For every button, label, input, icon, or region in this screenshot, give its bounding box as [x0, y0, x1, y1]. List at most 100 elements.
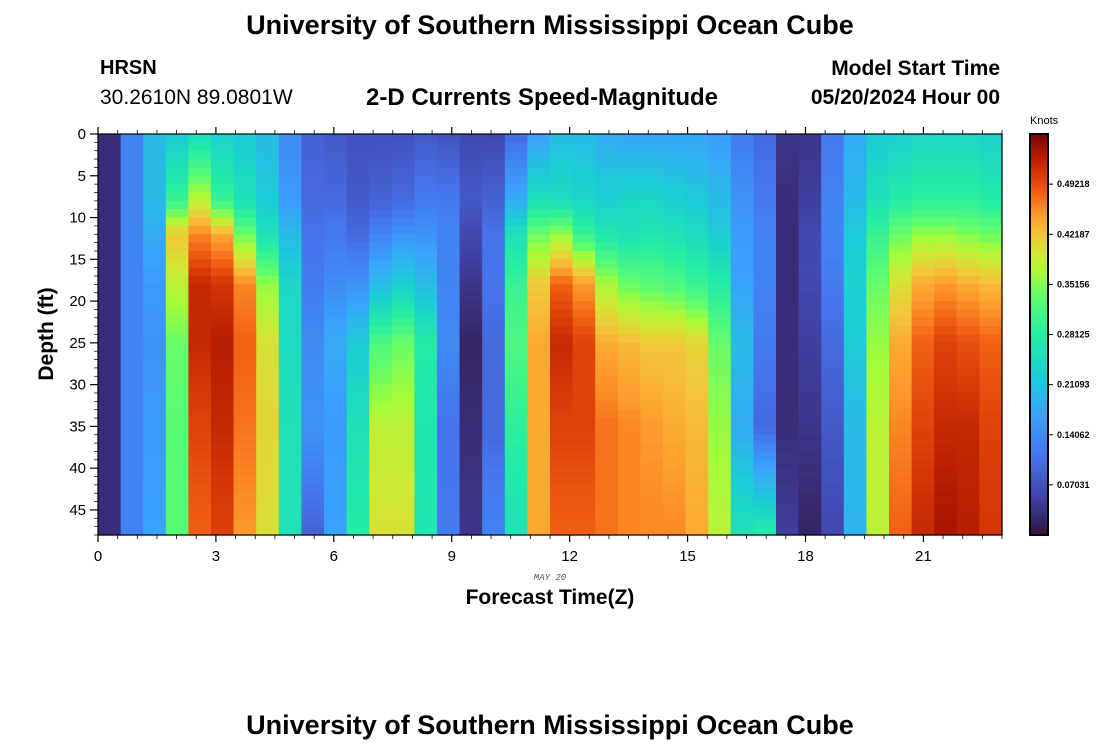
heatmap-cell — [572, 184, 596, 194]
heatmap-cell — [617, 225, 641, 235]
station-coordinates: 30.2610N 89.0801W — [100, 86, 293, 109]
heatmap-cell — [934, 351, 958, 361]
heatmap-cell — [685, 167, 709, 177]
heatmap-cell — [866, 409, 890, 419]
heatmap-cell — [640, 434, 664, 444]
heatmap-cell — [482, 267, 506, 277]
heatmap-cell — [301, 334, 325, 344]
heatmap-cell — [233, 518, 257, 528]
heatmap-cell — [550, 418, 574, 427]
heatmap-cell — [391, 484, 415, 494]
heatmap-cell — [866, 351, 890, 361]
heatmap-cell — [301, 167, 325, 177]
heatmap-cell — [346, 284, 370, 294]
heatmap-cell — [256, 409, 280, 419]
heatmap-cell — [663, 309, 687, 319]
heatmap-cell — [572, 134, 596, 143]
heatmap-cell — [369, 142, 393, 152]
heatmap-cell — [120, 409, 144, 419]
heatmap-cell — [572, 259, 596, 269]
colorbar-swatch — [1030, 210, 1048, 215]
heatmap-cell — [527, 418, 551, 427]
heatmap-cell — [866, 493, 890, 503]
heatmap-cell — [211, 367, 235, 377]
heatmap-cell — [753, 267, 777, 277]
heatmap-cell — [595, 351, 619, 361]
repeat-chart-title: University of Southern Mississippi Ocean… — [246, 710, 854, 740]
heatmap-cell — [278, 476, 302, 486]
heatmap-cell — [685, 142, 709, 152]
heatmap-cell — [369, 192, 393, 202]
heatmap-cell — [979, 259, 1003, 269]
colorbar-swatch — [1030, 394, 1048, 399]
heatmap-cell — [617, 392, 641, 402]
heatmap-cell — [301, 401, 325, 411]
heatmap-cell — [301, 451, 325, 461]
heatmap-cell — [324, 392, 348, 402]
heatmap-cell — [256, 175, 280, 185]
heatmap-cell — [911, 409, 935, 419]
colorbar-swatch — [1030, 411, 1048, 416]
heatmap-cell — [753, 142, 777, 152]
heatmap-cell — [730, 234, 754, 244]
heatmap-cell — [685, 184, 709, 194]
heatmap-cell — [640, 200, 664, 210]
heatmap-cell — [188, 159, 212, 169]
heatmap-cell — [911, 309, 935, 319]
heatmap-cell — [640, 225, 664, 235]
heatmap-cell — [437, 359, 461, 369]
heatmap-cell — [685, 509, 709, 519]
heatmap-cell — [821, 384, 845, 394]
heatmap-cell — [527, 309, 551, 319]
heatmap-cell — [866, 451, 890, 461]
heatmap-cell — [211, 418, 235, 427]
heatmap-cell — [414, 401, 438, 411]
heatmap-cell — [843, 184, 867, 194]
heatmap-cell — [391, 142, 415, 152]
date-label: MAY 20 — [534, 573, 567, 583]
heatmap-cell — [640, 267, 664, 277]
heatmap-cell — [482, 250, 506, 260]
heatmap-cell — [685, 242, 709, 252]
heatmap-cell — [730, 292, 754, 302]
heatmap-cell — [640, 250, 664, 260]
heatmap-cell — [324, 159, 348, 169]
heatmap-cell — [143, 443, 167, 453]
heatmap-cell — [821, 392, 845, 402]
heatmap-cell — [934, 418, 958, 427]
heatmap-cell — [165, 351, 189, 361]
y-tick-label: 20 — [69, 293, 86, 310]
heatmap-cell — [798, 142, 822, 152]
heatmap-cell — [911, 501, 935, 511]
heatmap-cell — [324, 334, 348, 344]
heatmap-cell — [595, 443, 619, 453]
colorbar-swatch — [1030, 220, 1048, 225]
heatmap-cell — [98, 200, 122, 210]
heatmap-cell — [889, 292, 913, 302]
heatmap-cell — [798, 242, 822, 252]
heatmap-cell — [301, 192, 325, 202]
colorbar-swatch — [1030, 247, 1048, 252]
heatmap-cell — [572, 518, 596, 528]
heatmap-cell — [821, 484, 845, 494]
heatmap-cell — [211, 209, 235, 219]
heatmap-cell — [527, 334, 551, 344]
heatmap-cell — [979, 342, 1003, 352]
heatmap-cell — [324, 326, 348, 336]
heatmap-cell — [776, 276, 800, 285]
heatmap-cell — [753, 451, 777, 461]
heatmap-cell — [459, 426, 483, 436]
heatmap-cell — [301, 317, 325, 327]
heatmap-cell — [188, 184, 212, 194]
heatmap-cell — [708, 376, 732, 386]
heatmap-cell — [934, 367, 958, 377]
heatmap-cell — [301, 309, 325, 319]
heatmap-cell — [301, 526, 325, 536]
heatmap-cell — [730, 259, 754, 269]
heatmap-cell — [617, 501, 641, 511]
heatmap-cell — [730, 518, 754, 528]
heatmap-cell — [843, 459, 867, 469]
heatmap-cell — [617, 384, 641, 394]
heatmap-cell — [753, 359, 777, 369]
heatmap-cell — [730, 284, 754, 294]
